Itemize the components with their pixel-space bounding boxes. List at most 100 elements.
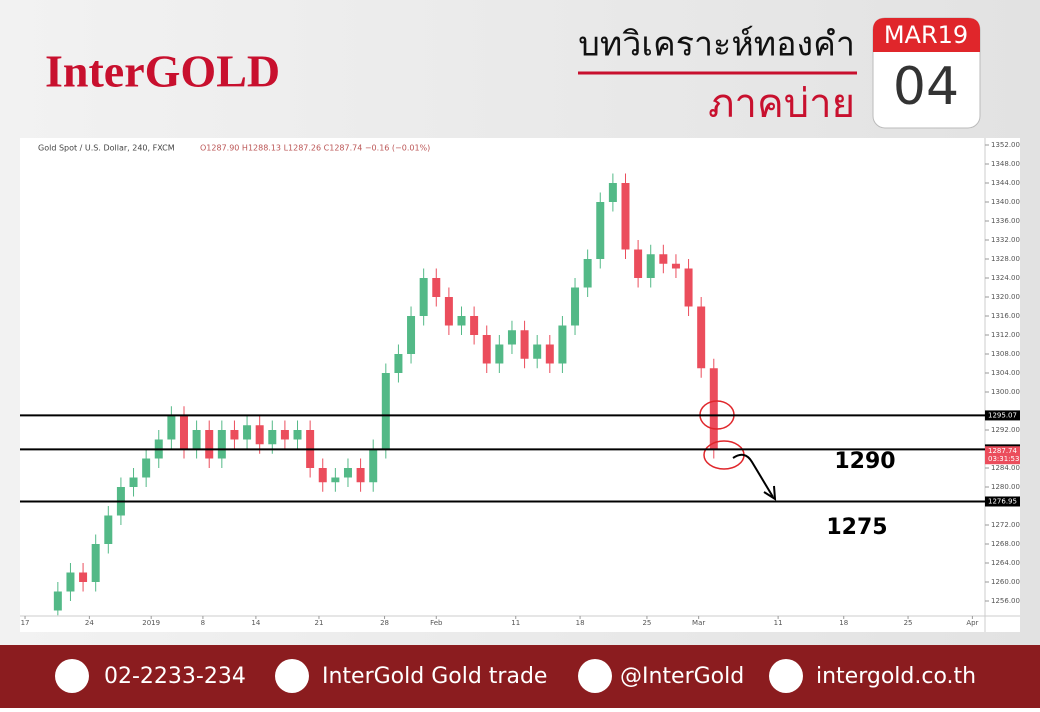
candle-body <box>608 183 617 202</box>
candle-body <box>545 344 554 364</box>
candle-body <box>596 202 605 259</box>
candle-body <box>470 316 479 335</box>
candle-body <box>91 544 100 582</box>
y-tick-label: 1344.00 <box>991 179 1020 187</box>
candle-body <box>192 430 201 449</box>
y-tick-label: 1264.00 <box>991 559 1020 567</box>
candle-body <box>331 477 340 483</box>
candle-body <box>659 254 668 264</box>
y-tick-label: 1316.00 <box>991 312 1020 320</box>
candle-body <box>268 430 277 445</box>
phone: 02-2233-234 <box>104 664 246 689</box>
x-tick-label: Apr <box>966 619 978 627</box>
level-label: 1276.95 <box>988 497 1017 505</box>
candle-body <box>104 515 113 544</box>
y-tick-label: 1300.00 <box>991 388 1020 396</box>
y-tick-label: 1304.00 <box>991 369 1020 377</box>
candle-body <box>646 254 655 278</box>
candle-body <box>129 477 138 487</box>
candle-body <box>558 325 567 364</box>
level-tag <box>985 496 1020 507</box>
candle-body <box>255 425 264 445</box>
y-tick-label: 1284.00 <box>991 464 1020 472</box>
candle-body <box>179 415 188 449</box>
annotation: 1290 <box>834 449 895 474</box>
candle-body <box>205 430 214 459</box>
x-tick-label: 18 <box>576 619 585 627</box>
y-tick-label: 1292.00 <box>991 426 1020 434</box>
x-tick-label: 11 <box>511 619 520 627</box>
chart-legend: Gold Spot / U.S. Dollar, 240, FXCM <box>38 144 175 153</box>
x-tick-label: 8 <box>201 619 205 627</box>
y-tick-label: 1340.00 <box>991 198 1020 206</box>
y-tick-label: 1320.00 <box>991 293 1020 301</box>
arrow-head <box>763 485 777 501</box>
x-tick-label: 14 <box>251 619 260 627</box>
y-tick-label: 1348.00 <box>991 160 1020 168</box>
y-tick-label: 1332.00 <box>991 236 1020 244</box>
candle-body <box>709 368 718 449</box>
candle-body <box>293 430 302 440</box>
plot <box>53 173 718 616</box>
candle-body <box>53 591 62 611</box>
candle-body <box>571 287 580 326</box>
candle-body <box>66 572 75 592</box>
y-tick-label: 1336.00 <box>991 217 1020 225</box>
x-tick-label: 24 <box>85 619 94 627</box>
x-tick-label: Mar <box>692 619 705 627</box>
candle-body <box>495 344 504 364</box>
session: ภาคบ่าย <box>708 81 855 127</box>
candle-body <box>432 278 441 297</box>
y-tick-label: 1352.00 <box>991 141 1020 149</box>
last-price-tag <box>985 446 1020 465</box>
calendar-month: MAR19 <box>884 21 968 49</box>
candle-body <box>444 297 453 326</box>
x-tick-label: 25 <box>642 619 651 627</box>
x-tick-label: 2019 <box>142 619 160 627</box>
y-tick-label: 1268.00 <box>991 540 1020 548</box>
candle-body <box>507 330 516 345</box>
candle-body <box>217 430 226 459</box>
y-tick-label: 1308.00 <box>991 350 1020 358</box>
candle-body <box>671 263 680 269</box>
last-price: 1287.74 <box>988 447 1017 455</box>
footer <box>0 645 1040 708</box>
y-tick-label: 1312.00 <box>991 331 1020 339</box>
candle-body <box>583 259 592 288</box>
x-tick-label: 11 <box>774 619 783 627</box>
x-tick-label: 17 <box>21 619 30 627</box>
calendar: MAR19 04 <box>872 17 981 129</box>
candle-body <box>343 468 352 478</box>
calendar-day: 04 <box>893 57 959 117</box>
x-tick-label: 21 <box>314 619 323 627</box>
candle-body <box>621 183 630 250</box>
candle-body <box>356 468 365 483</box>
chart-panel <box>20 138 1020 632</box>
candle-body <box>79 572 88 582</box>
candle-body <box>394 354 403 373</box>
level-label: 1295.07 <box>988 411 1017 419</box>
candle-body <box>381 373 390 449</box>
candle-body <box>457 316 466 326</box>
brand: InterGOLD <box>45 46 280 97</box>
x-tick-label: 28 <box>380 619 389 627</box>
candle-body <box>230 430 239 440</box>
candle-body <box>142 458 151 478</box>
candle-body <box>419 278 428 316</box>
candle-body <box>243 425 252 440</box>
candle-body <box>167 415 176 440</box>
footer-icons <box>55 659 803 693</box>
y-tick-label: 1272.00 <box>991 521 1020 529</box>
candle-body <box>697 306 706 369</box>
candle-body <box>634 249 643 278</box>
candle-body <box>280 430 289 440</box>
y-tick-label: 1256.00 <box>991 597 1020 605</box>
y-tick-label: 1280.00 <box>991 483 1020 491</box>
candle-body <box>407 316 416 354</box>
facebook: InterGold Gold trade <box>322 664 547 689</box>
arrow <box>732 453 774 498</box>
y-tick-label: 1260.00 <box>991 578 1020 586</box>
x-tick-label: 25 <box>904 619 913 627</box>
y-tick-label: 1328.00 <box>991 255 1020 263</box>
